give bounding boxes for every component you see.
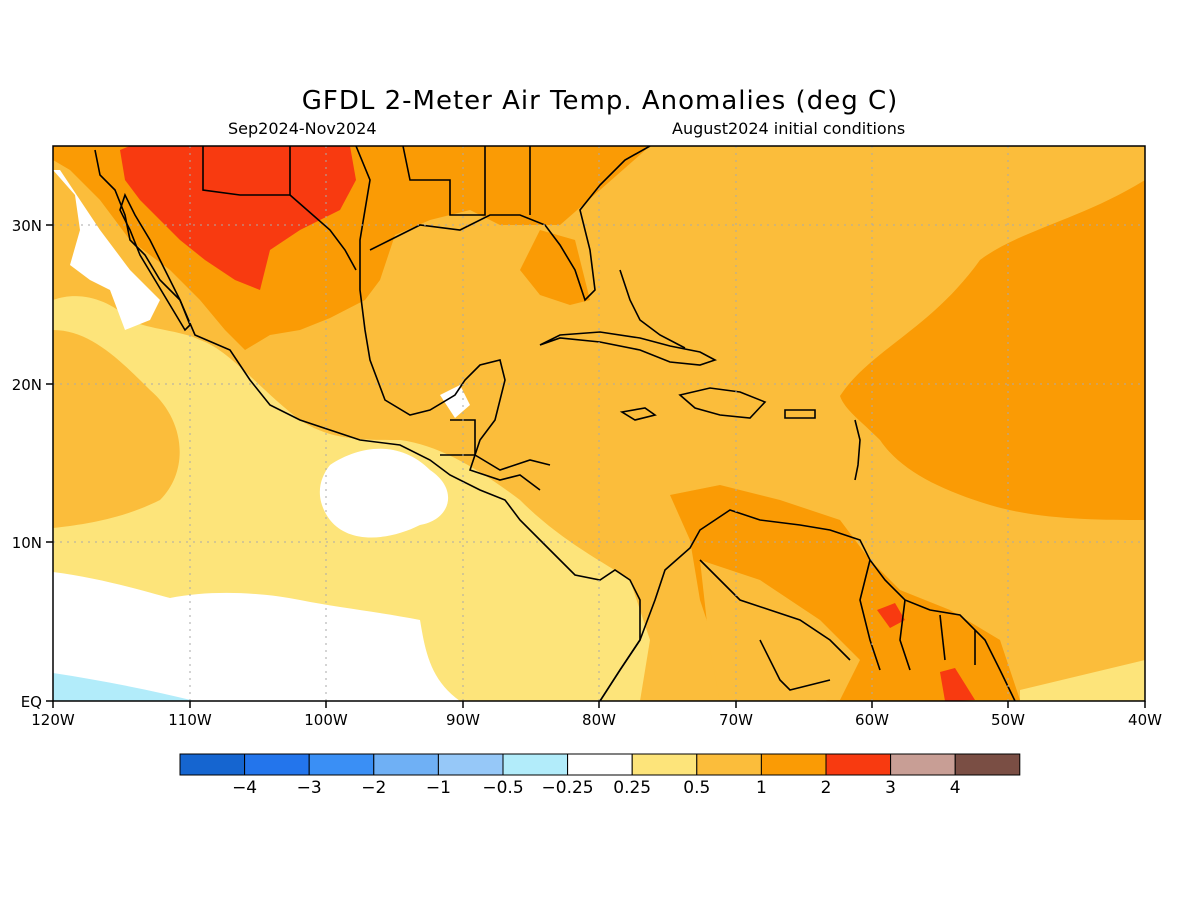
colorbar-label: −0.25 [542, 778, 594, 798]
field-neutral-pacific-center [319, 448, 449, 538]
lon-tick-label: 50W [991, 711, 1025, 729]
colorbar-swatch [760, 753, 827, 776]
colorbar-swatch [696, 753, 762, 776]
latitude-labels: EQ 10N 20N 30N [12, 217, 42, 711]
field-1-2-florida [520, 230, 590, 305]
lon-tick-label: 60W [855, 711, 889, 729]
field-neutral-pacific-south [53, 572, 460, 701]
gridlines [53, 146, 1145, 701]
lon-tick-label: 70W [719, 711, 753, 729]
colorbar-label: 1 [756, 778, 767, 798]
field-0.5-1-sa [700, 560, 860, 701]
colorbar-swatch [373, 753, 439, 776]
field-light-blue [53, 673, 195, 701]
forecast-period: Sep2024-Nov2024 [228, 119, 377, 138]
colorbar-swatch [179, 753, 246, 776]
lon-tick-label: 120W [31, 711, 75, 729]
colorbar-label: 3 [885, 778, 896, 798]
colorbar-swatch [890, 753, 956, 776]
field-neutral-baja [53, 170, 160, 330]
initial-conditions: August2024 initial conditions [672, 119, 906, 138]
coastlines [94, 146, 1016, 701]
field-0.5-1-pacific-west [53, 330, 180, 528]
colorbar-label: 0.25 [613, 778, 651, 798]
colorbar-swatch [308, 753, 375, 776]
field-0.25-0.5-se [1020, 660, 1145, 701]
lon-tick-label: 110W [168, 711, 212, 729]
colorbar-label: −2 [361, 778, 386, 798]
field-2-3-amazon [940, 668, 975, 701]
anomaly-field [53, 146, 1145, 701]
colorbar: −4 −3 −2 −1 −0.5 −0.25 0.25 0.5 1 2 3 4 [179, 753, 1021, 798]
field-2-3-mexico [120, 146, 356, 290]
colorbar-swatch [244, 753, 310, 776]
colorbar-swatch [825, 753, 892, 776]
lon-tick-label: 90W [446, 711, 480, 729]
colorbar-label: 4 [950, 778, 961, 798]
lon-tick-label: 100W [304, 711, 348, 729]
colorbar-swatch [954, 753, 1021, 776]
colorbar-label: −3 [297, 778, 322, 798]
field-neutral-yucatan [440, 385, 470, 418]
colorbar-label: 0.5 [683, 778, 710, 798]
colorbar-label: −1 [426, 778, 451, 798]
colorbar-swatch [631, 753, 698, 776]
colorbar-label: 2 [821, 778, 832, 798]
colorbar-swatch [437, 753, 504, 776]
lat-tick-label: 20N [12, 376, 42, 394]
longitude-labels: 120W 110W 100W 90W 80W 70W 60W 50W 40W [31, 711, 1162, 729]
field-2-3-guyana [877, 603, 905, 628]
lat-tick-label: EQ [21, 693, 42, 711]
colorbar-label: −0.5 [482, 778, 523, 798]
colorbar-label: −4 [232, 778, 257, 798]
field-1-2-atlantic [840, 180, 1145, 520]
colorbar-swatch [502, 753, 569, 776]
lon-tick-label: 80W [582, 711, 616, 729]
lon-tick-label: 40W [1128, 711, 1162, 729]
lat-tick-label: 30N [12, 217, 42, 235]
tick-marks [46, 224, 1146, 708]
lat-tick-label: 10N [12, 534, 42, 552]
map-title: GFDL 2-Meter Air Temp. Anomalies (deg C) [301, 86, 899, 116]
colorbar-swatch [567, 753, 633, 776]
